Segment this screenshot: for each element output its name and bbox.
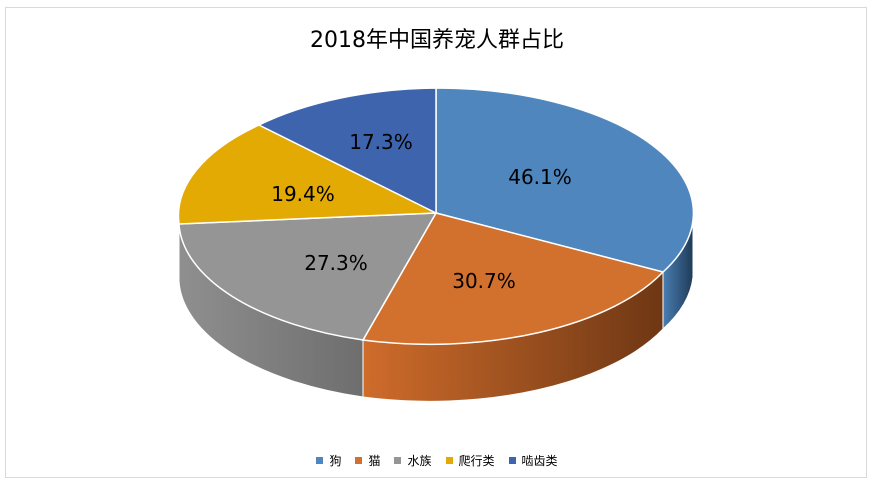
- legend-item-aquatic[interactable]: 水族: [394, 452, 432, 469]
- legend-swatch: [508, 457, 516, 464]
- legend-swatch: [355, 457, 363, 464]
- slice-reptile[interactable]: [177, 124, 437, 225]
- legend-swatch: [445, 457, 453, 464]
- legend-swatch: [316, 457, 324, 464]
- legend-item-rodent[interactable]: 啮齿类: [508, 452, 558, 469]
- legend-label: 啮齿类: [521, 454, 558, 468]
- slice-dog[interactable]: [435, 87, 695, 273]
- legend-label: 水族: [407, 454, 432, 468]
- legend-swatch: [394, 457, 402, 464]
- slice-aquatic[interactable]: [178, 212, 438, 341]
- label-rodent: 17.3%: [349, 130, 413, 154]
- label-cat: 30.7%: [452, 269, 516, 293]
- slice-rodent[interactable]: [257, 87, 437, 215]
- legend-label: 爬行类: [458, 454, 495, 468]
- label-dog: 46.1%: [508, 165, 572, 189]
- legend-item-cat[interactable]: 猫: [355, 452, 380, 469]
- legend-item-dog[interactable]: 狗: [316, 452, 341, 469]
- legend-item-reptile[interactable]: 爬行类: [445, 452, 495, 469]
- label-reptile: 19.4%: [271, 182, 335, 206]
- label-aquatic: 27.3%: [304, 251, 368, 275]
- legend-label: 狗: [329, 454, 342, 468]
- legend: 狗 猫 水族 爬行类 啮齿类: [0, 452, 874, 469]
- legend-label: 猫: [368, 454, 381, 468]
- slice-cat[interactable]: [361, 212, 665, 346]
- chart-title: 2018年中国养宠人群占比: [310, 28, 564, 53]
